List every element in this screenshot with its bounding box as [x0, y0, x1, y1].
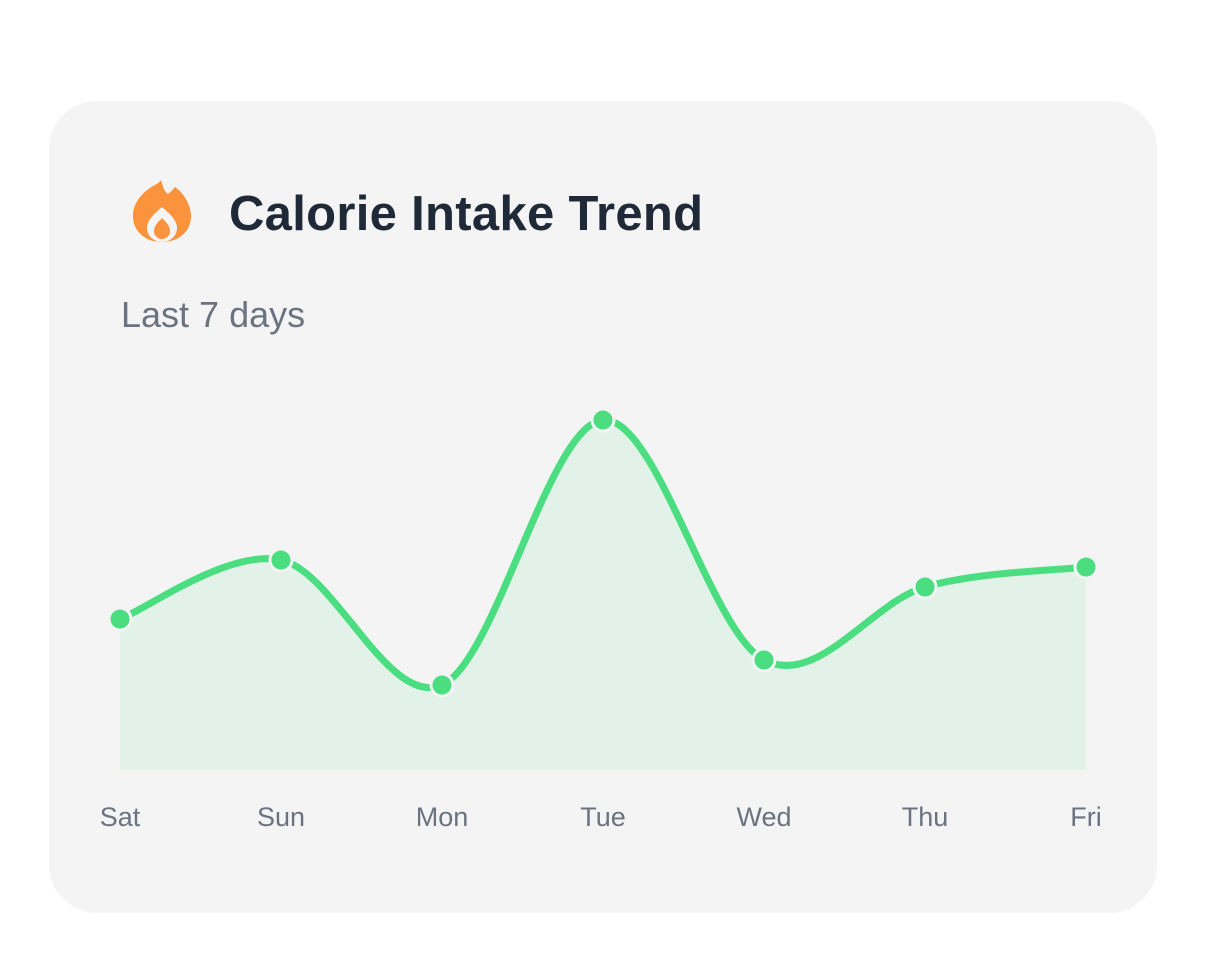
- x-tick-label: Sun: [257, 802, 305, 832]
- x-tick-label: Wed: [736, 802, 791, 832]
- x-tick-label: Fri: [1070, 802, 1101, 832]
- data-point-sat[interactable]: [107, 606, 133, 632]
- card-subtitle: Last 7 days: [121, 294, 306, 335]
- area-fill: [120, 419, 1086, 770]
- data-point-tue[interactable]: [590, 407, 616, 433]
- x-tick-label: Mon: [416, 802, 469, 832]
- data-point-wed[interactable]: [751, 647, 777, 673]
- x-tick-label: Sat: [100, 802, 141, 832]
- data-point-mon[interactable]: [429, 672, 455, 698]
- data-point-sun[interactable]: [268, 547, 294, 573]
- data-point-fri[interactable]: [1073, 554, 1099, 580]
- fire-icon: [133, 180, 191, 242]
- data-point-thu[interactable]: [912, 574, 938, 600]
- x-tick-label: Thu: [902, 802, 949, 832]
- card-title: Calorie Intake Trend: [229, 187, 704, 241]
- x-tick-label: Tue: [580, 802, 626, 832]
